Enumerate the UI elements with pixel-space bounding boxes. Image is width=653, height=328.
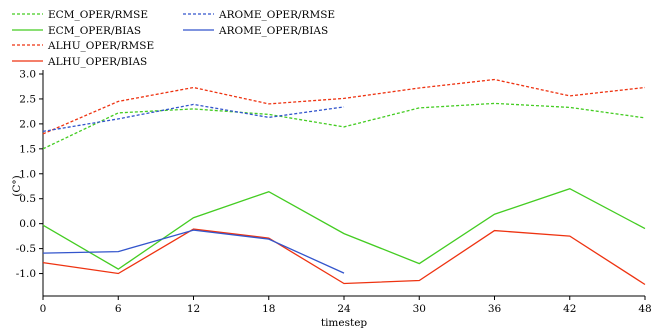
x-tick-label: 36 xyxy=(488,303,502,315)
legend: ECM_OPER/RMSE ECM_OPER/BIAS ALHU_OPER/RMSE… xyxy=(12,9,335,68)
x-tick-label: 30 xyxy=(413,303,426,315)
series-line xyxy=(42,187,646,270)
y-tick-label: 0.5 xyxy=(19,193,36,205)
x-tick-label: 42 xyxy=(563,303,576,315)
y-tick-label: -0.5 xyxy=(16,243,36,255)
x-tick-label: 48 xyxy=(638,303,651,315)
plot-area: -1.0 -0.5 0.0 0.5 1.0 1.5 2.0 2.5 3.0 0 6 12 18 24 30… xyxy=(16,68,652,315)
y-tick-label: 2.0 xyxy=(19,118,36,130)
y-tick-label: -1.0 xyxy=(16,268,36,280)
y-tick-label: 3.0 xyxy=(19,68,36,80)
x-ticks: 0 6 12 18 24 30 36 42 48 xyxy=(40,296,652,315)
y-axis-title: (C°) xyxy=(11,175,23,196)
x-axis-title: timestep xyxy=(321,317,368,328)
y-tick-label: 1.0 xyxy=(19,168,36,180)
x-tick-label: 12 xyxy=(187,303,200,315)
legend-label: ALHU_OPER/RMSE xyxy=(47,40,154,52)
y-tick-label: 1.5 xyxy=(19,143,36,155)
y-ticks: -1.0 -0.5 0.0 0.5 1.0 1.5 2.0 2.5 3.0 xyxy=(16,68,43,280)
y-tick-label: 0.0 xyxy=(19,218,36,230)
series-line xyxy=(42,102,646,150)
x-tick-label: 0 xyxy=(40,303,47,315)
legend-label: ECM_OPER/BIAS xyxy=(48,25,141,37)
legend-label: ECM_OPER/RMSE xyxy=(48,9,148,21)
series-line xyxy=(42,78,646,135)
y-tick-label: 2.5 xyxy=(19,93,36,105)
legend-label: ALHU_OPER/BIAS xyxy=(47,56,147,68)
series-line xyxy=(42,103,345,133)
x-tick-label: 24 xyxy=(337,303,351,315)
series-line xyxy=(42,228,646,286)
series-line xyxy=(42,229,345,274)
x-tick-label: 6 xyxy=(115,303,122,315)
legend-label: AROME_OPER/RMSE xyxy=(218,9,335,21)
legend-label: AROME_OPER/BIAS xyxy=(218,25,328,37)
series-lines xyxy=(42,78,646,286)
x-tick-label: 18 xyxy=(262,303,275,315)
